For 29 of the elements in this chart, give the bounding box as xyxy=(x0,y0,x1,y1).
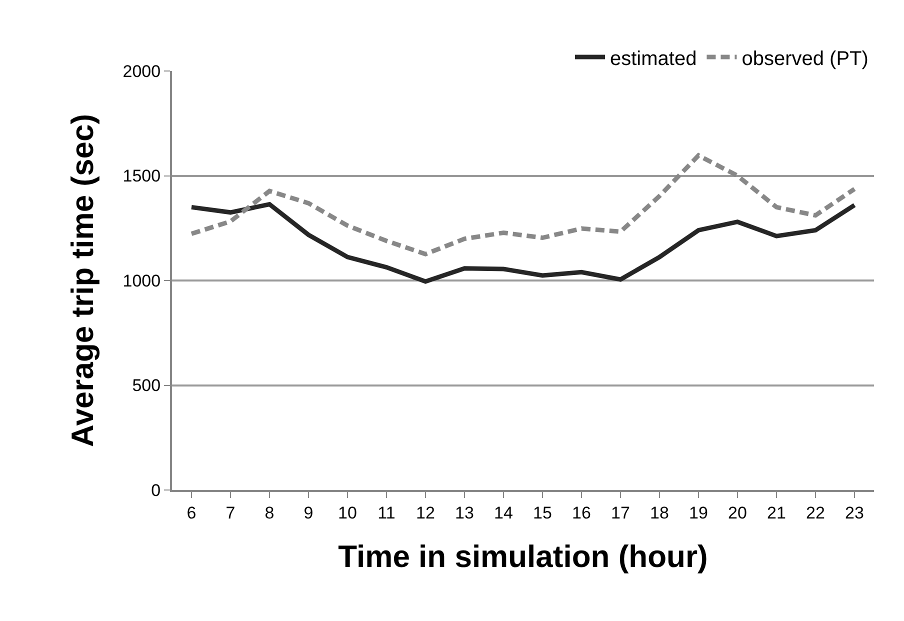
x-tick-label: 9 xyxy=(304,503,314,522)
x-tick-label: 13 xyxy=(455,503,474,522)
x-tick-label: 23 xyxy=(845,503,864,522)
x-tick-label: 10 xyxy=(338,503,357,522)
y-tick-label: 500 xyxy=(132,376,161,396)
x-tick-label: 22 xyxy=(806,503,825,522)
x-tick-label: 18 xyxy=(650,503,669,522)
x-tick-label: 12 xyxy=(416,503,435,522)
y-tick-label: 2000 xyxy=(122,62,161,81)
x-tick-label: 20 xyxy=(728,503,747,522)
y-tick-label: 1000 xyxy=(122,271,161,290)
x-tick-label: 7 xyxy=(226,503,236,522)
y-tick-label: 1500 xyxy=(122,166,161,186)
x-tick-label: 14 xyxy=(494,503,513,522)
line-series xyxy=(189,153,857,256)
x-tick-label: 15 xyxy=(533,503,552,522)
x-tick-label: 17 xyxy=(611,503,630,522)
y-axis-title: Average trip time (sec) xyxy=(64,114,100,448)
y-tick-label: 0 xyxy=(151,480,161,500)
legend-label: observed (PT) xyxy=(742,48,868,70)
legend-label: estimated xyxy=(610,48,697,70)
x-axis-title: Time in simulation (hour) xyxy=(338,539,708,574)
x-tick-label: 21 xyxy=(767,503,786,522)
x-tick-label: 8 xyxy=(264,503,274,522)
x-tick-label: 11 xyxy=(378,503,396,522)
line-series xyxy=(189,202,857,284)
x-tick-label: 6 xyxy=(186,503,196,522)
x-tick-label: 16 xyxy=(572,503,591,522)
x-tick-label: 19 xyxy=(689,503,708,522)
